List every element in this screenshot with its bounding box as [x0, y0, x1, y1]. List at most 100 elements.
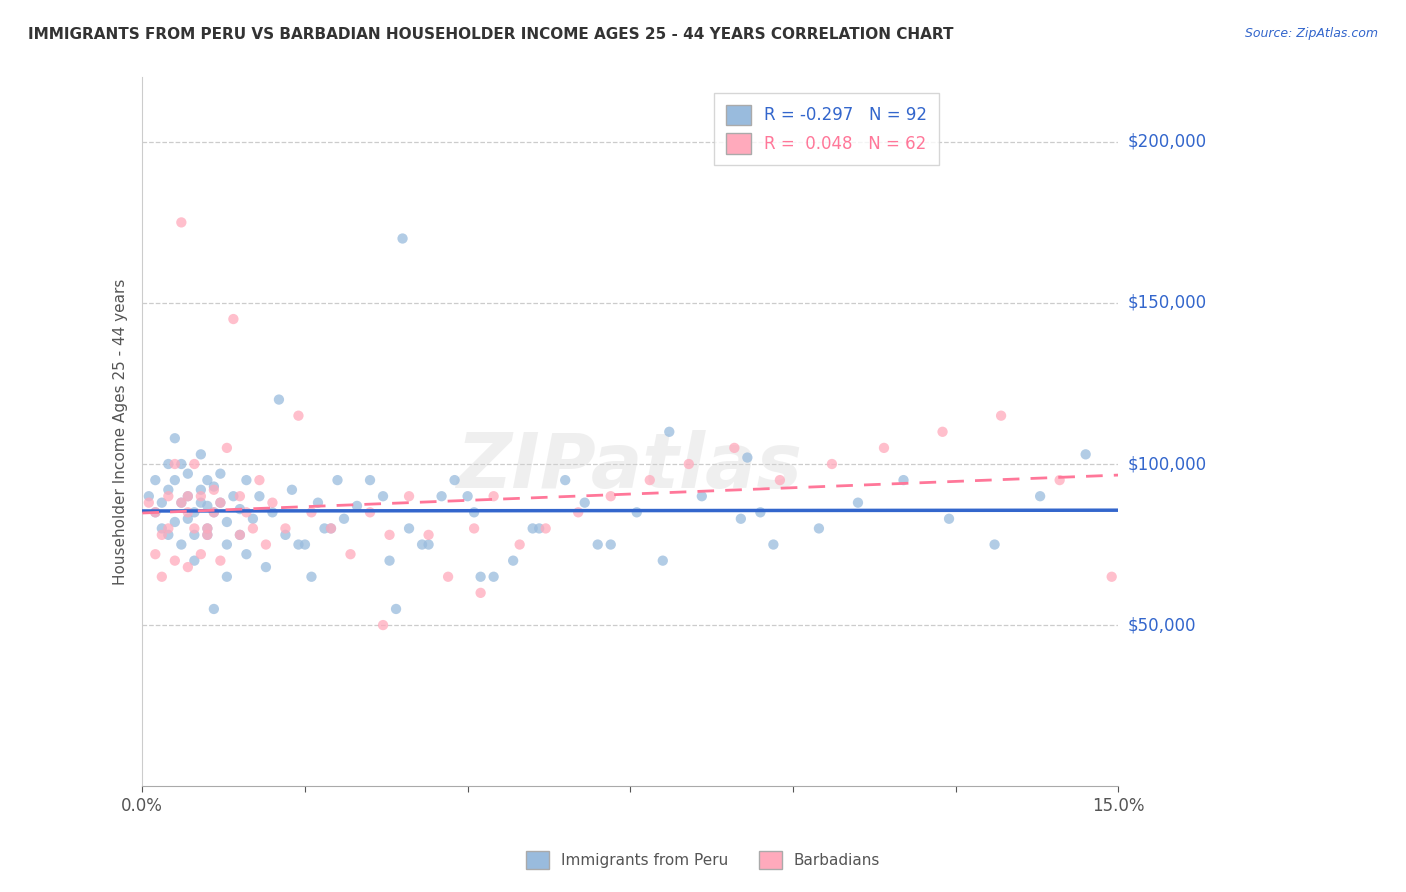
Point	[274, 528, 297, 542]
Point	[163, 515, 186, 529]
Point	[262, 505, 284, 519]
Point	[235, 505, 257, 519]
Point	[301, 505, 323, 519]
Point	[281, 483, 304, 497]
Point	[333, 512, 356, 526]
Point	[249, 473, 271, 487]
Point	[359, 473, 381, 487]
Point	[170, 215, 193, 229]
Point	[990, 409, 1012, 423]
Point	[195, 499, 218, 513]
Point	[229, 528, 252, 542]
Point	[262, 496, 284, 510]
Point	[274, 521, 297, 535]
Legend: Immigrants from Peru, Barbadians: Immigrants from Peru, Barbadians	[520, 845, 886, 875]
Point	[215, 441, 238, 455]
Point	[183, 457, 205, 471]
Point	[463, 505, 485, 519]
Point	[470, 586, 492, 600]
Point	[190, 496, 212, 510]
Point	[190, 483, 212, 497]
Point	[378, 528, 401, 542]
Point	[626, 505, 648, 519]
Point	[195, 528, 218, 542]
Y-axis label: Householder Income Ages 25 - 44 years: Householder Income Ages 25 - 44 years	[114, 278, 128, 585]
Text: $50,000: $50,000	[1128, 616, 1197, 634]
Point	[371, 618, 394, 632]
Point	[294, 537, 316, 551]
Point	[138, 496, 160, 510]
Point	[170, 457, 193, 471]
Point	[326, 473, 349, 487]
Point	[482, 570, 505, 584]
Point	[1101, 570, 1123, 584]
Point	[202, 479, 225, 493]
Point	[229, 528, 252, 542]
Point	[209, 496, 232, 510]
Point	[150, 528, 173, 542]
Point	[730, 512, 752, 526]
Point	[235, 547, 257, 561]
Point	[177, 512, 200, 526]
Point	[209, 467, 232, 481]
Point	[574, 496, 596, 510]
Point	[437, 570, 460, 584]
Point	[762, 537, 785, 551]
Point	[202, 505, 225, 519]
Point	[534, 521, 557, 535]
Point	[163, 431, 186, 445]
Point	[502, 554, 524, 568]
Point	[359, 505, 381, 519]
Point	[163, 554, 186, 568]
Point	[138, 489, 160, 503]
Point	[983, 537, 1005, 551]
Point	[319, 521, 342, 535]
Point	[235, 473, 257, 487]
Text: $100,000: $100,000	[1128, 455, 1208, 473]
Point	[807, 521, 830, 535]
Text: Source: ZipAtlas.com: Source: ZipAtlas.com	[1244, 27, 1378, 40]
Point	[249, 489, 271, 503]
Point	[931, 425, 953, 439]
Point	[190, 447, 212, 461]
Point	[769, 473, 792, 487]
Point	[938, 512, 960, 526]
Point	[254, 537, 277, 551]
Point	[599, 489, 621, 503]
Point	[737, 450, 759, 465]
Point	[202, 505, 225, 519]
Point	[254, 560, 277, 574]
Point	[418, 528, 440, 542]
Point	[567, 505, 589, 519]
Point	[554, 473, 576, 487]
Point	[215, 515, 238, 529]
Point	[398, 489, 420, 503]
Point	[177, 489, 200, 503]
Point	[170, 537, 193, 551]
Point	[150, 496, 173, 510]
Point	[873, 441, 896, 455]
Point	[638, 473, 661, 487]
Point	[195, 473, 218, 487]
Point	[143, 473, 166, 487]
Point	[242, 512, 264, 526]
Point	[470, 570, 492, 584]
Point	[177, 560, 200, 574]
Point	[723, 441, 745, 455]
Point	[599, 537, 621, 551]
Point	[658, 425, 681, 439]
Point	[183, 521, 205, 535]
Text: $200,000: $200,000	[1128, 133, 1208, 151]
Point	[821, 457, 844, 471]
Point	[143, 547, 166, 561]
Text: $150,000: $150,000	[1128, 294, 1208, 312]
Point	[195, 521, 218, 535]
Point	[183, 505, 205, 519]
Point	[690, 489, 713, 503]
Point	[242, 521, 264, 535]
Point	[157, 489, 180, 503]
Point	[319, 521, 342, 535]
Point	[411, 537, 433, 551]
Point	[443, 473, 465, 487]
Legend: R = -0.297   N = 92, R =  0.048   N = 62: R = -0.297 N = 92, R = 0.048 N = 62	[714, 93, 939, 165]
